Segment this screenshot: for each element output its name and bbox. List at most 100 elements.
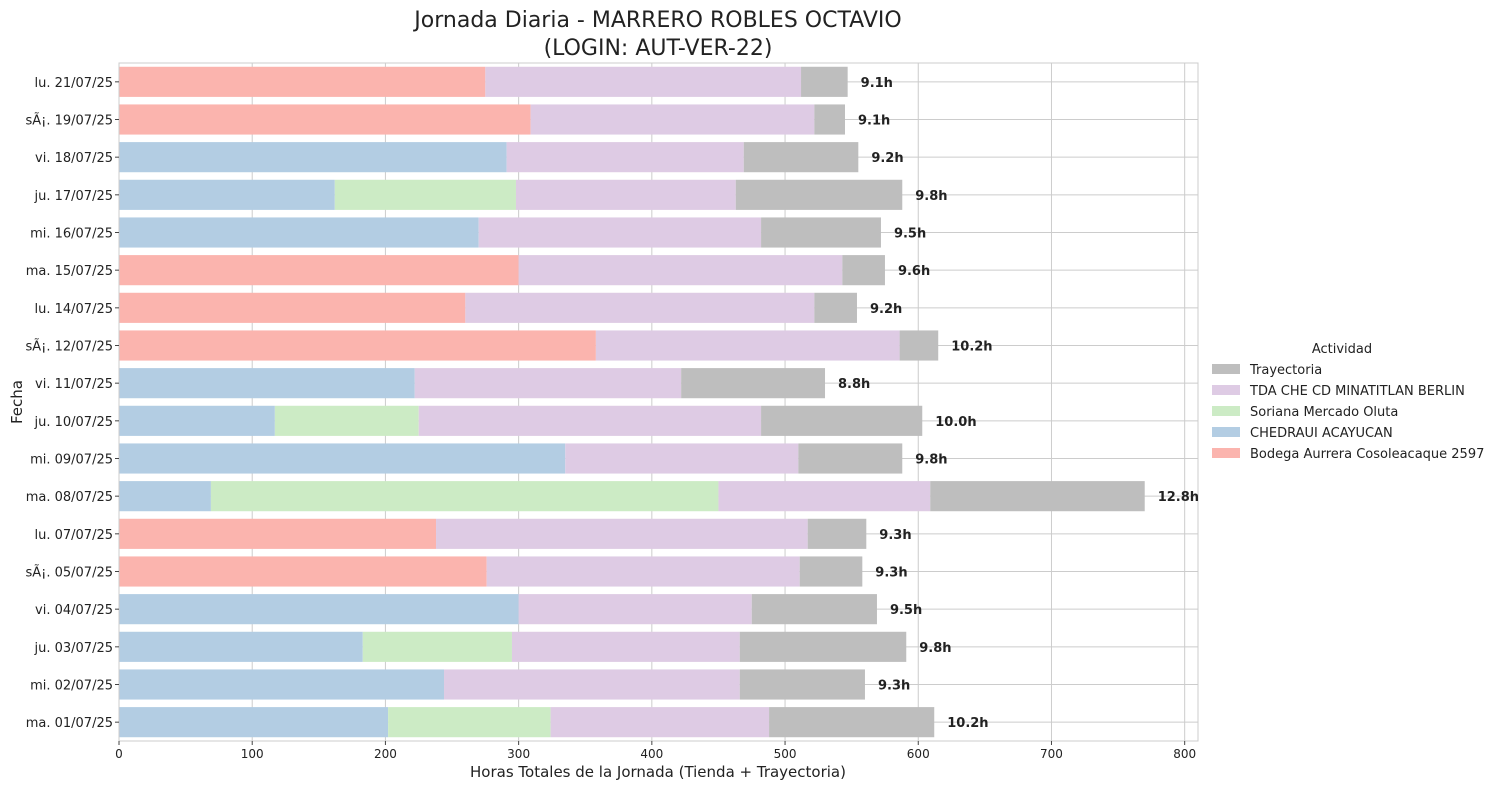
bar-segment [506,142,744,173]
legend-label: Trayectoria [1249,363,1322,378]
bar-total-label: 9.8h [919,641,951,656]
x-tick-label: 300 [507,747,530,761]
bar-total-label: 9.3h [878,679,910,694]
x-tick-label: 400 [640,747,663,761]
bar-segment [119,518,437,549]
y-axis-label: Fecha [8,380,26,424]
y-tick-label: ma. 15/07/25 [26,264,113,279]
bar-segment [515,179,736,210]
bar-segment [119,481,211,512]
x-axis-label: Horas Totales de la Jornada (Tienda + Tr… [470,763,846,781]
bar-total-label: 9.5h [890,603,922,618]
bar-total-label: 9.2h [871,151,903,166]
bar-segment [799,556,863,587]
total-labels: 10.2h 9.3h 9.8h 9.5h 9.3h 9.3h 12.8h 9.8h 10.0h 8… [838,76,1199,731]
bar-segment [334,179,516,210]
bar-segment [518,255,843,286]
y-tick-label: mi. 16/07/25 [30,227,113,242]
bar-segment [119,292,466,323]
chart-subtitle: (LOGIN: AUT-VER-22) [544,36,773,61]
bar-total-label: 9.6h [898,264,930,279]
y-tick-label: lu. 07/07/25 [34,528,113,543]
bar-segment [119,556,487,587]
bar-segment [274,405,419,436]
y-tick-label: lu. 21/07/25 [34,76,113,91]
x-tick-label: 800 [1173,747,1196,761]
bar-segment [436,518,808,549]
bar-segment [414,368,682,399]
bar-total-label: 9.1h [861,76,893,91]
bar-total-label: 10.2h [951,340,992,355]
bar-segment [511,631,740,662]
bar-segment [119,255,519,286]
y-tick-label: mi. 02/07/25 [30,679,113,694]
bar-segment [751,594,877,625]
bar-segment [798,443,903,474]
bar-segment [814,104,845,135]
bar-segment [735,179,903,210]
legend-title: Actividad [1312,342,1372,357]
legend-swatch [1212,406,1240,416]
bar-total-label: 9.1h [858,114,890,129]
y-tick-label: vi. 18/07/25 [35,151,113,166]
legend-swatch [1212,364,1240,374]
y-axis-ticks: ma. 01/07/25 mi. 02/07/25 ju. 03/07/25 vi. … [25,76,119,731]
legend-swatch [1212,385,1240,395]
chart-title: Jornada Diaria - MARRERO ROBLES OCTAVIO [412,8,901,33]
bar-segment [119,66,486,97]
legend: Actividad Trayectoria TDA CHE CD MINATITL… [1212,342,1484,462]
bar-segment [486,556,800,587]
x-axis-ticks: 0 100 200 300 400 500 600 700 800 [115,741,1196,761]
bar-total-label: 9.3h [879,528,911,543]
y-tick-label: sÃ¡. 19/07/25 [25,113,113,129]
bar-segment [761,405,923,436]
bar-segment [743,142,859,173]
bar-segment [119,104,531,135]
bar-segment [814,292,857,323]
bar-segment [478,217,762,248]
bar-segment [899,330,939,361]
bar-total-label: 10.0h [935,415,976,430]
bar-segment [761,217,881,248]
bar-total-label: 9.8h [915,453,947,468]
legend-label: Bodega Aurrera Cosoleacaque 2597 [1250,447,1484,462]
y-tick-label: sÃ¡. 05/07/25 [25,565,113,581]
bar-segment [530,104,815,135]
bar-segment [681,368,826,399]
bar-segment [739,669,865,700]
bar-total-label: 9.8h [915,189,947,204]
y-tick-label: vi. 11/07/25 [35,377,113,392]
x-tick-label: 200 [374,747,397,761]
legend-label: Soriana Mercado Oluta [1250,405,1398,420]
bar-segment [518,594,752,625]
bar-segment [119,443,566,474]
legend-label: TDA CHE CD MINATITLAN BERLIN [1249,384,1465,399]
y-tick-label: ju. 10/07/25 [33,415,113,430]
bar-segment [842,255,885,286]
bars [119,66,1145,738]
bar-segment [801,66,848,97]
bar-segment [210,481,719,512]
y-tick-label: sÃ¡. 12/07/25 [25,339,113,355]
bar-segment [465,292,815,323]
y-tick-label: ju. 03/07/25 [33,641,113,656]
y-tick-label: ma. 08/07/25 [26,490,113,505]
bar-segment [595,330,900,361]
bar-segment [769,707,935,738]
legend-label: CHEDRAUI ACAYUCAN [1250,426,1393,441]
y-tick-label: mi. 09/07/25 [30,453,113,468]
legend-swatch [1212,448,1240,458]
y-tick-label: vi. 04/07/25 [35,603,113,618]
x-tick-label: 500 [774,747,797,761]
bar-total-label: 9.5h [894,227,926,242]
plot-frame [118,62,1199,742]
bar-segment [718,481,931,512]
bar-segment [388,707,551,738]
bar-segment [739,631,907,662]
bar-segment [119,368,415,399]
bar-segment [418,405,762,436]
bar-total-label: 9.2h [870,302,902,317]
bar-segment [362,631,512,662]
y-tick-label: ju. 17/07/25 [33,189,113,204]
